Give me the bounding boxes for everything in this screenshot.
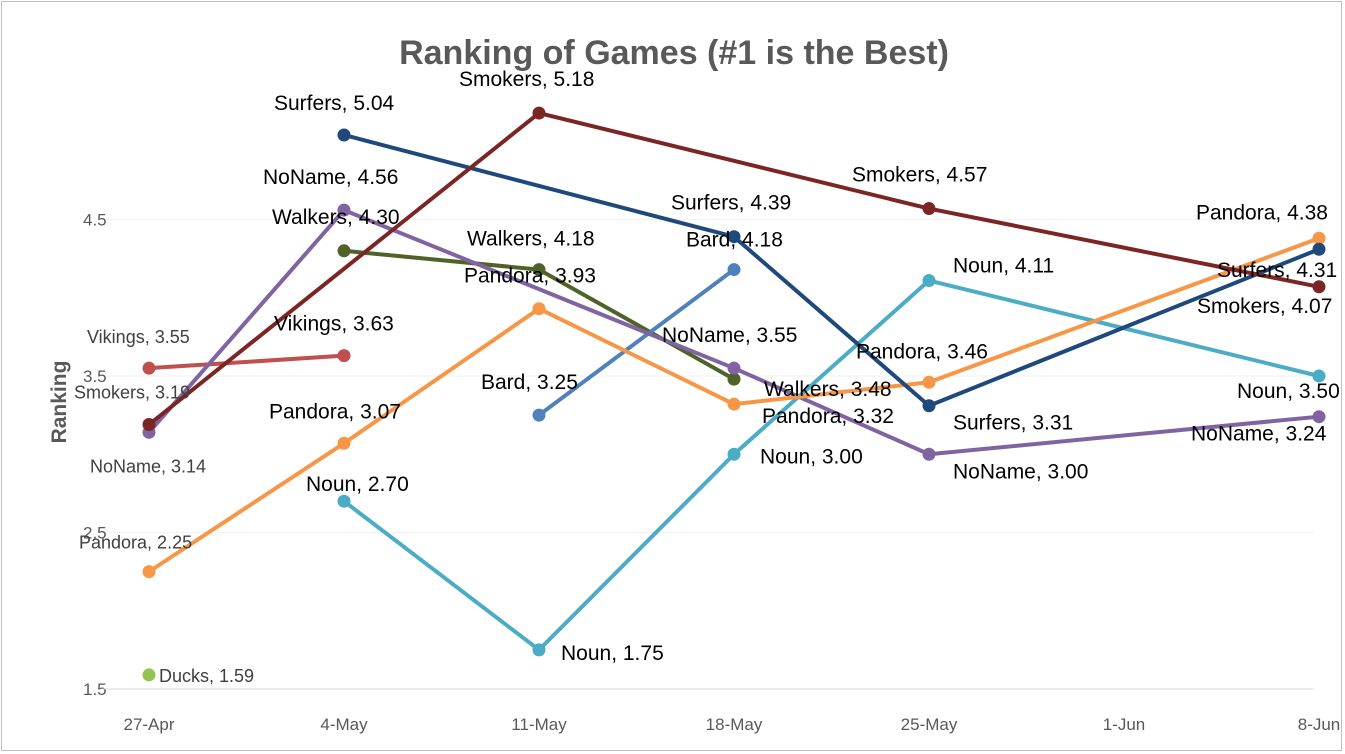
point-surfers-18-may xyxy=(727,230,741,244)
data-label-walkers-4-may: Walkers, 4.30 xyxy=(272,206,400,229)
chart-title: Ranking of Games (#1 is the Best) xyxy=(399,34,949,72)
y-tick-label: 3.5 xyxy=(83,367,107,386)
x-tick-label: 18-May xyxy=(706,715,763,734)
data-label-noname-18-may: NoName, 3.55 xyxy=(662,324,797,347)
x-tick-label: 8-Jun xyxy=(1298,715,1341,734)
data-label-pandora-4-may: Pandora, 3.07 xyxy=(269,400,401,423)
point-smokers-27-apr xyxy=(142,418,156,432)
data-label-vikings-4-may: Vikings, 3.63 xyxy=(274,313,394,336)
point-smokers-8-jun xyxy=(1312,280,1326,294)
data-label-vikings-27-apr: Vikings, 3.55 xyxy=(87,327,190,347)
point-pandora-11-may xyxy=(532,302,546,316)
point-walkers-11-may xyxy=(532,263,546,277)
data-label-noun-18-may: Noun, 3.00 xyxy=(760,445,863,468)
data-label-pandora-27-apr: Pandora, 2.25 xyxy=(79,533,192,553)
x-tick-label: 27-Apr xyxy=(123,715,174,734)
data-label-pandora-8-jun: Pandora, 4.38 xyxy=(1196,201,1328,224)
point-pandora-25-may xyxy=(922,375,936,389)
point-surfers-25-may xyxy=(922,399,936,413)
point-noun-25-may xyxy=(922,274,936,288)
data-label-surfers-25-may: Surfers, 3.31 xyxy=(953,412,1073,435)
point-noname-8-jun xyxy=(1312,410,1326,424)
point-surfers-4-may xyxy=(337,128,351,142)
data-label-pandora-11-may: Pandora, 3.93 xyxy=(464,265,596,288)
point-noun-8-jun xyxy=(1312,369,1326,383)
data-labels: Ducks, 1.59 Vikings, 3.55 Vikings, 3.63 Wal… xyxy=(74,68,1340,686)
data-label-noname-25-may: NoName, 3.00 xyxy=(953,460,1088,483)
series-points xyxy=(142,106,1326,682)
data-label-pandora-25-may: Pandora, 3.46 xyxy=(856,340,988,363)
data-label-surfers-8-jun: Surfers, 4.31 xyxy=(1217,259,1337,282)
data-label-walkers-11-may: Walkers, 4.18 xyxy=(467,228,595,251)
point-noname-25-may xyxy=(922,447,936,461)
y-gridlines xyxy=(102,219,1314,533)
data-label-noname-4-may: NoName, 4.56 xyxy=(263,166,398,189)
y-tick-label: 2.5 xyxy=(83,524,107,543)
point-walkers-18-may xyxy=(727,372,741,386)
point-bard-11-may xyxy=(532,408,546,422)
point-smokers-25-may xyxy=(922,202,936,216)
data-label-walkers-18-may: Walkers, 3.48 xyxy=(764,378,892,401)
series-line-surfers xyxy=(342,132,1321,408)
series-line-bard xyxy=(537,267,736,418)
data-label-noname-27-apr: NoName, 3.14 xyxy=(90,456,206,476)
y-axis-title: Ranking xyxy=(48,361,71,444)
data-label-smokers-25-may: Smokers, 4.57 xyxy=(852,164,987,187)
data-label-pandora-18-may: Pandora, 3.32 xyxy=(762,405,894,428)
point-pandora-27-apr xyxy=(142,565,156,579)
point-pandora-8-jun xyxy=(1312,231,1326,245)
data-label-noname-8-jun: NoName, 3.24 xyxy=(1191,423,1327,446)
point-walkers-4-may xyxy=(337,244,351,258)
point-ducks-27-apr xyxy=(142,668,156,682)
y-tick-label: 1.5 xyxy=(83,680,107,699)
point-vikings-4-may xyxy=(337,349,351,363)
point-pandora-4-may xyxy=(337,436,351,450)
data-label-surfers-18-may: Surfers, 4.39 xyxy=(671,192,791,215)
data-label-noun-11-may: Noun, 1.75 xyxy=(561,642,664,665)
data-label-noun-25-may: Noun, 4.11 xyxy=(953,255,1054,278)
series-line-smokers xyxy=(147,111,1321,427)
point-vikings-27-apr xyxy=(142,361,156,375)
data-label-smokers-8-jun: Smokers, 4.07 xyxy=(1197,295,1332,318)
data-label-noun-4-may: Noun, 2.70 xyxy=(306,473,409,496)
y-axis-ticks: 1.5 2.5 3.5 4.5 xyxy=(83,211,107,700)
point-pandora-18-may xyxy=(727,397,741,411)
x-axis-ticks: 27-Apr 4-May 11-May 18-May 25-May 1-Jun 8-Jun xyxy=(123,715,1340,734)
point-surfers-8-jun xyxy=(1312,242,1326,256)
data-label-bard-11-may: Bard, 3.25 xyxy=(481,371,578,394)
data-label-smokers-11-may: Smokers, 5.18 xyxy=(459,68,594,91)
y-tick-label: 4.5 xyxy=(83,211,107,230)
point-noname-4-may xyxy=(337,203,351,217)
data-label-bard-18-may: Bard, 4.18 xyxy=(686,229,783,252)
x-tick-label: 25-May xyxy=(901,715,958,734)
point-bard-18-may xyxy=(727,263,741,277)
x-tick-label: 4-May xyxy=(320,715,368,734)
data-label-noun-8-jun: Noun, 3.50 xyxy=(1237,380,1340,403)
x-tick-label: 11-May xyxy=(511,715,567,734)
data-label-smokers-27-apr: Smokers, 3.19 xyxy=(74,383,190,403)
point-noun-18-may xyxy=(727,447,741,461)
series-line-pandora xyxy=(147,236,1321,574)
point-noun-4-may xyxy=(337,494,351,508)
point-noun-11-may xyxy=(532,643,546,657)
data-label-surfers-4-may: Surfers, 5.04 xyxy=(274,92,395,115)
point-noname-18-may xyxy=(727,361,741,375)
x-tick-label: 1-Jun xyxy=(1103,715,1146,734)
point-smokers-11-may xyxy=(532,106,546,120)
data-label-ducks-27-apr: Ducks, 1.59 xyxy=(159,666,254,686)
series-line-vikings xyxy=(147,353,346,371)
